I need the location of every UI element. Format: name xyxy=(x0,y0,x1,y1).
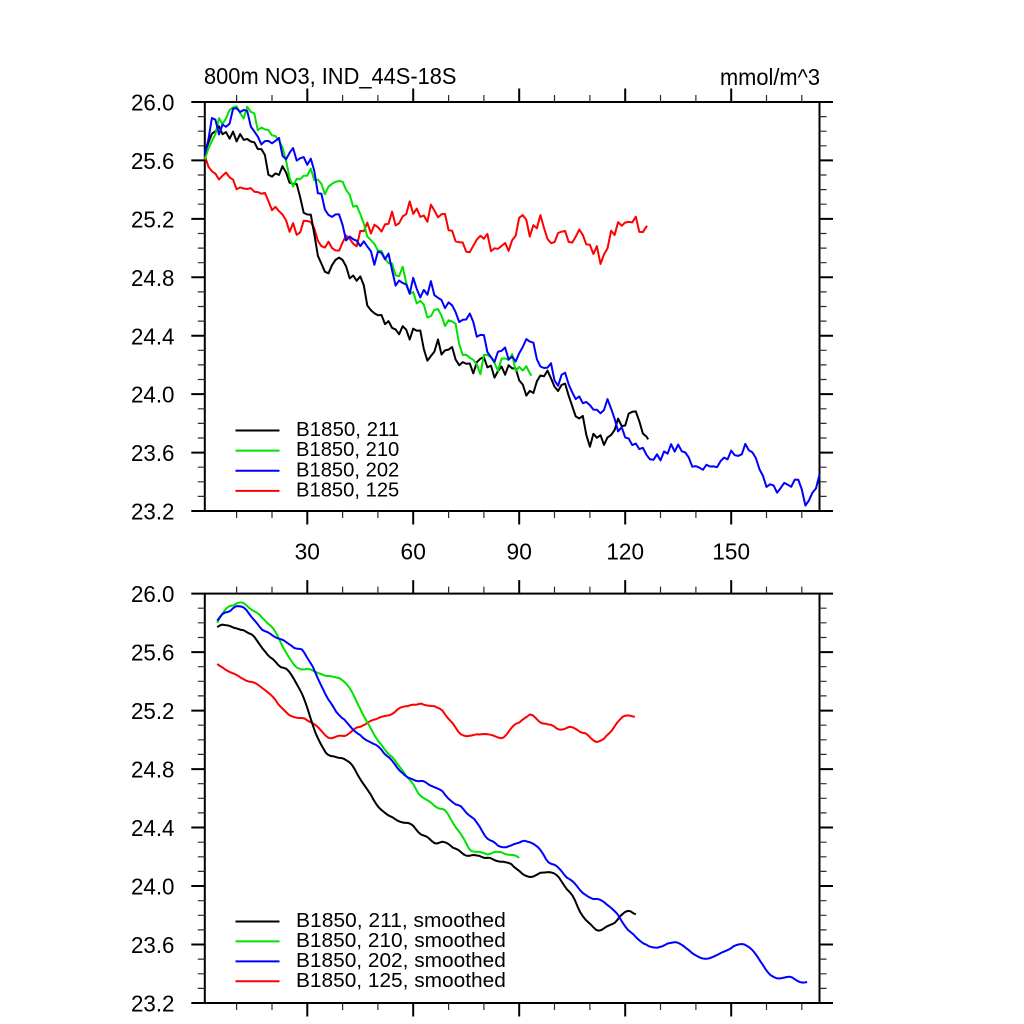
svg-text:25.2: 25.2 xyxy=(131,698,175,724)
svg-text:B1850, 202: B1850, 202 xyxy=(296,459,399,481)
svg-text:800m NO3, IND_44S-18S: 800m NO3, IND_44S-18S xyxy=(204,63,457,89)
svg-text:60: 60 xyxy=(401,538,426,564)
svg-text:B1850, 125: B1850, 125 xyxy=(296,479,399,501)
svg-text:24.4: 24.4 xyxy=(131,815,175,841)
svg-text:25.6: 25.6 xyxy=(131,148,175,174)
svg-text:mmol/m^3: mmol/m^3 xyxy=(720,64,820,90)
svg-text:B1850, 211, smoothed: B1850, 211, smoothed xyxy=(296,910,506,932)
svg-text:B1850, 210, smoothed: B1850, 210, smoothed xyxy=(296,930,506,952)
svg-text:B1850, 210: B1850, 210 xyxy=(296,439,399,461)
svg-text:23.6: 23.6 xyxy=(131,440,175,466)
svg-text:B1850, 202, smoothed: B1850, 202, smoothed xyxy=(296,950,506,972)
svg-text:150: 150 xyxy=(712,538,750,564)
svg-text:24.0: 24.0 xyxy=(131,382,175,408)
svg-text:23.2: 23.2 xyxy=(131,991,175,1017)
svg-text:90: 90 xyxy=(507,538,532,564)
svg-text:23.2: 23.2 xyxy=(131,499,175,525)
svg-text:23.6: 23.6 xyxy=(131,932,175,958)
svg-text:24.4: 24.4 xyxy=(131,323,175,349)
svg-text:25.2: 25.2 xyxy=(131,207,175,233)
svg-text:30: 30 xyxy=(295,538,320,564)
svg-text:B1850, 125, smoothed: B1850, 125, smoothed xyxy=(296,970,506,992)
svg-text:24.8: 24.8 xyxy=(131,757,175,783)
svg-text:120: 120 xyxy=(606,538,644,564)
svg-text:26.0: 26.0 xyxy=(131,581,175,607)
svg-text:26.0: 26.0 xyxy=(131,90,175,116)
svg-text:24.0: 24.0 xyxy=(131,874,175,900)
svg-text:24.8: 24.8 xyxy=(131,265,175,291)
svg-text:B1850, 211: B1850, 211 xyxy=(296,419,399,441)
svg-text:25.6: 25.6 xyxy=(131,640,175,666)
